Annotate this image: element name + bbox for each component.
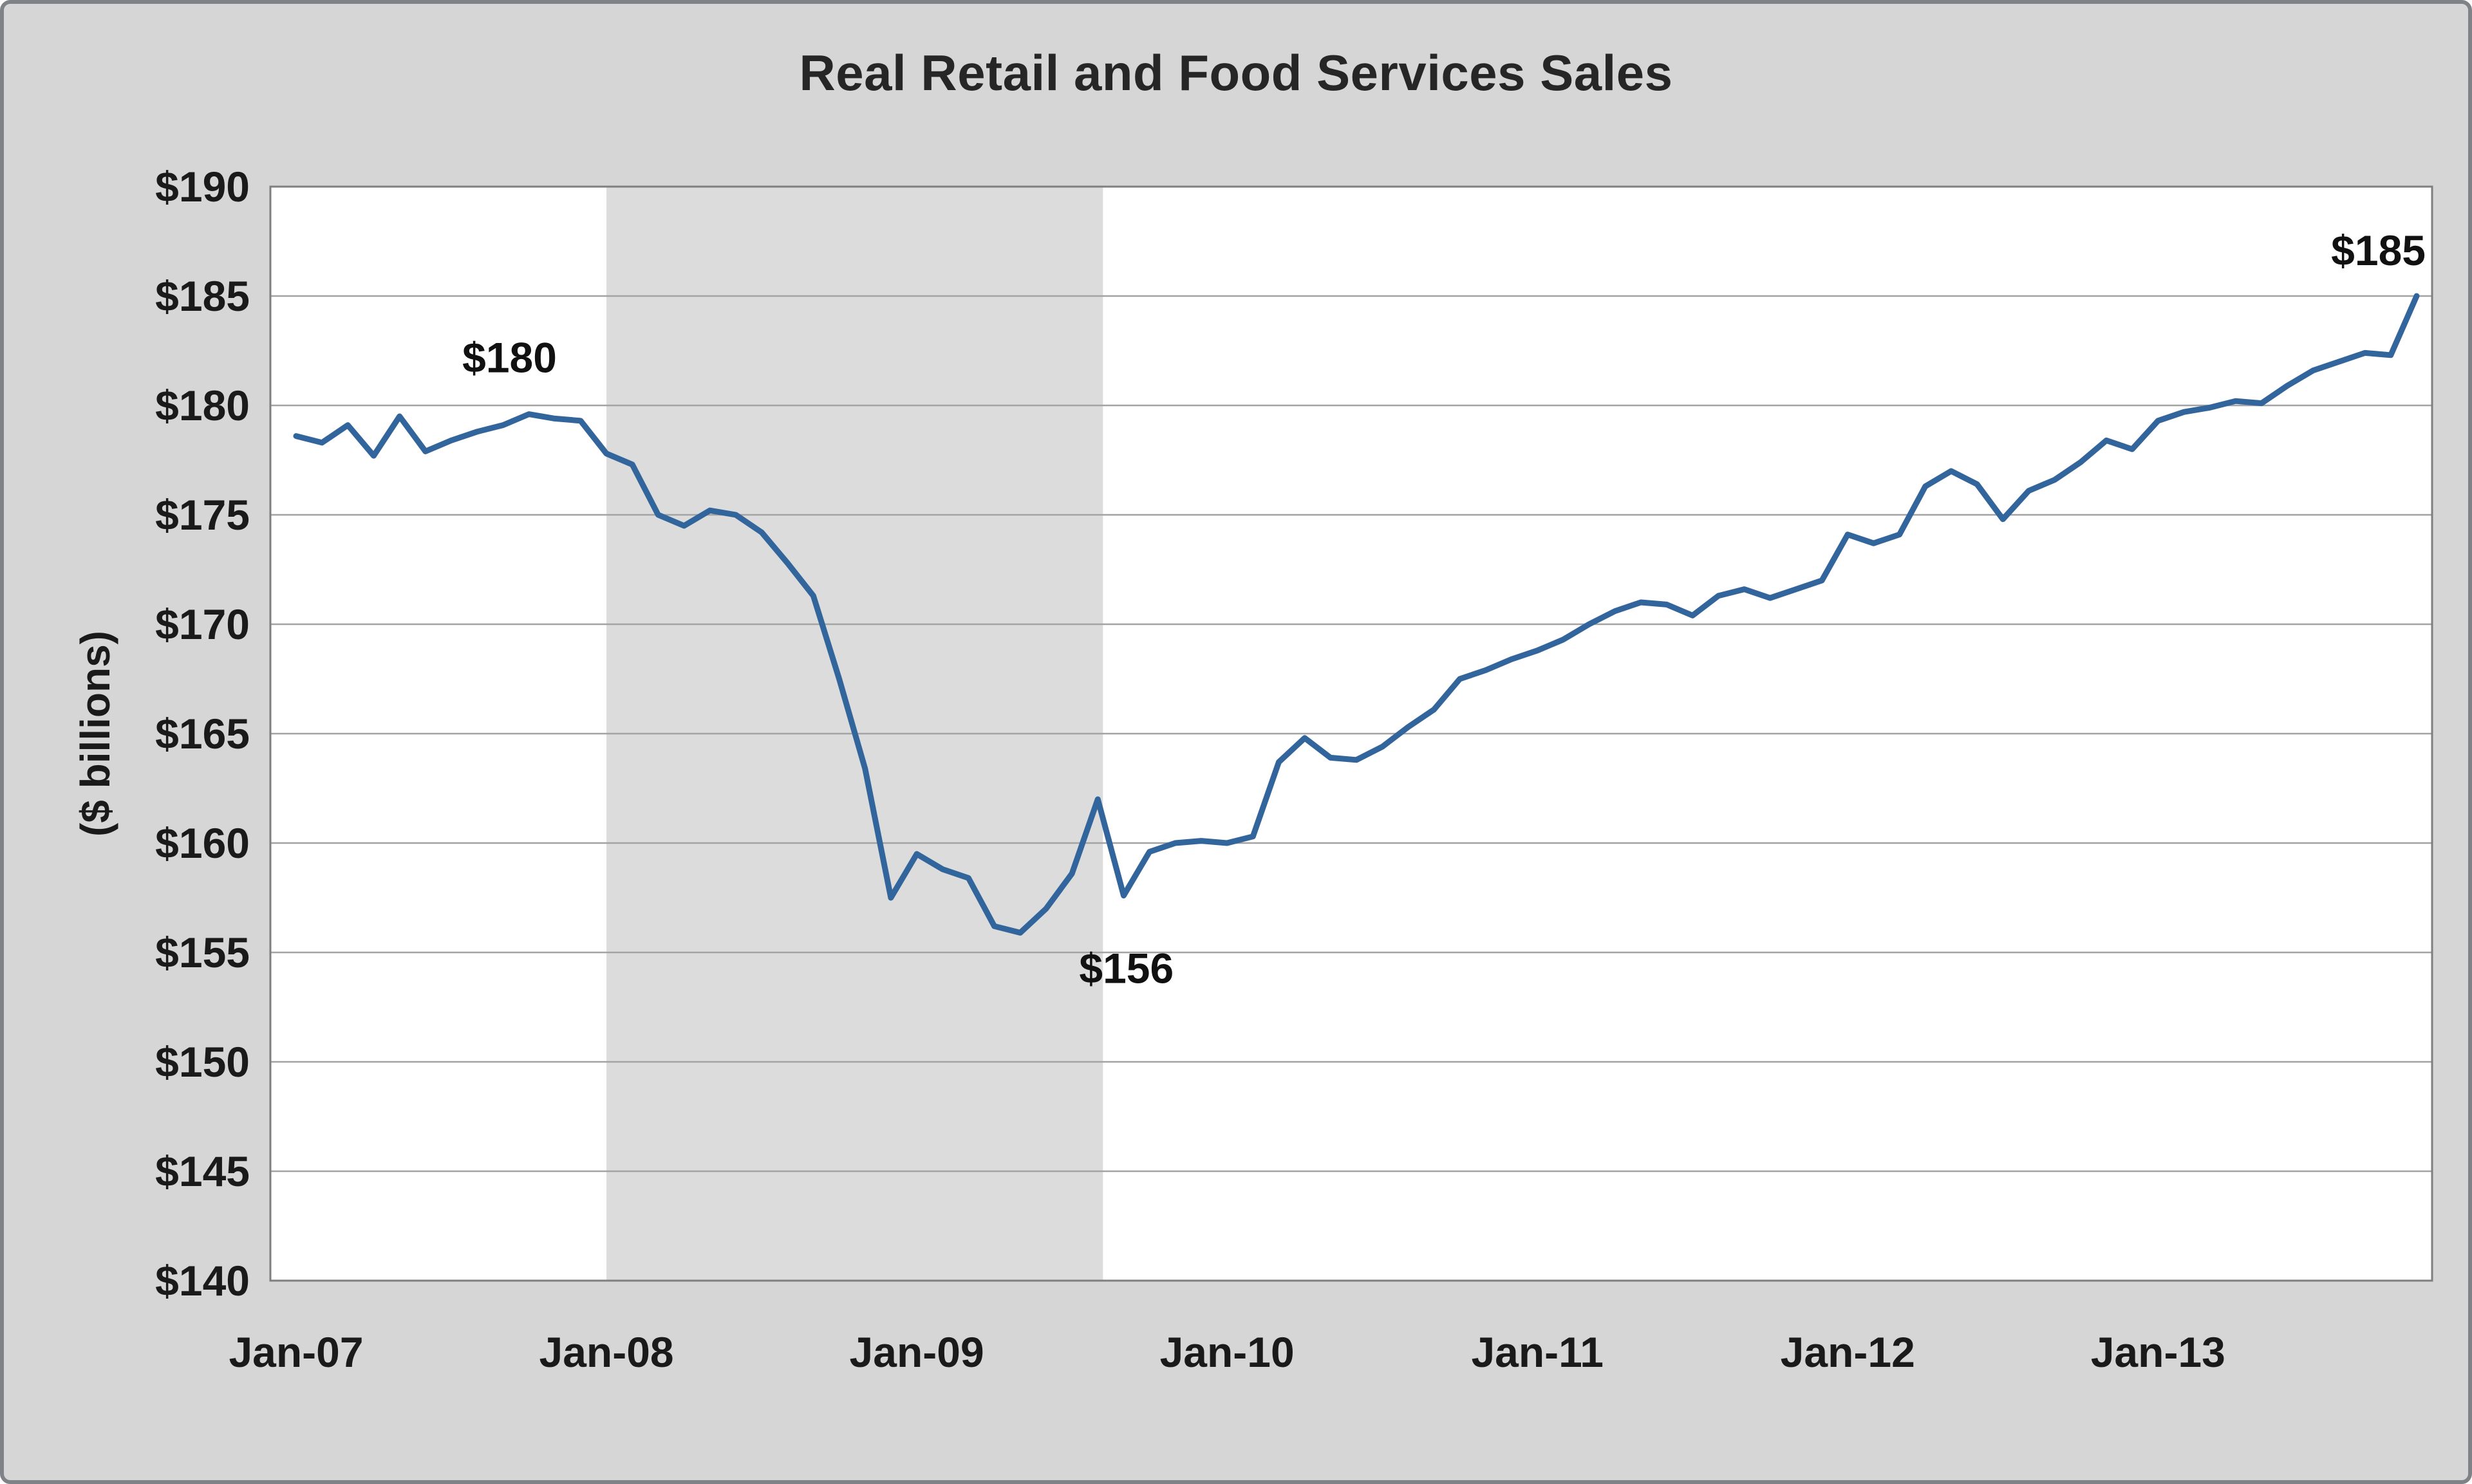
y-tick-label: $145 [155,1147,250,1195]
x-tick-label: Jan-13 [2091,1328,2225,1376]
data-label: $180 [462,334,557,382]
x-tick-label: Jan-09 [850,1328,984,1376]
x-tick-label: Jan-10 [1160,1328,1295,1376]
plot-border [269,185,2433,1282]
x-tick-label: Jan-08 [539,1328,673,1376]
y-tick-label: $165 [155,710,250,757]
y-tick-label: $150 [155,1038,250,1086]
x-tick-label: Jan-07 [229,1328,363,1376]
y-tick-label: $175 [155,491,250,539]
y-tick-label: $160 [155,819,250,867]
y-tick-label: $180 [155,382,250,429]
data-label: $156 [1079,944,1174,992]
x-tick-label: Jan-12 [1781,1328,1915,1376]
y-tick-label: $170 [155,600,250,648]
y-tick-label: $140 [155,1257,250,1304]
y-tick-label: $155 [155,929,250,976]
data-label: $185 [2331,227,2426,274]
y-tick-label: $190 [155,163,250,210]
x-tick-label: Jan-11 [1471,1328,1603,1376]
y-tick-label: $185 [155,272,250,320]
chart-title: Real Retail and Food Services Sales [799,44,1673,101]
data-line [293,293,2420,936]
